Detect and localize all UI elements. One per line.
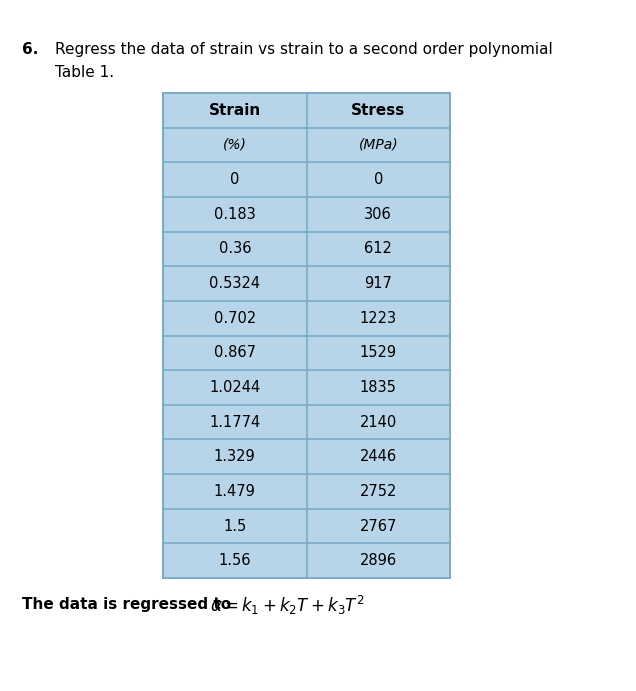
Text: 612: 612: [364, 241, 392, 256]
Text: 1.329: 1.329: [214, 449, 256, 464]
Text: 2896: 2896: [360, 553, 397, 568]
Text: 0.183: 0.183: [214, 207, 256, 222]
Text: 0: 0: [230, 172, 239, 187]
Text: 2767: 2767: [359, 518, 397, 533]
Text: Stress: Stress: [351, 103, 405, 118]
Text: 1223: 1223: [360, 311, 397, 325]
Text: 1.479: 1.479: [214, 484, 256, 499]
Text: (MPa): (MPa): [359, 138, 398, 152]
Text: 0.36: 0.36: [219, 241, 251, 256]
Text: 917: 917: [364, 276, 392, 291]
Text: 2140: 2140: [359, 415, 397, 430]
Text: The data is regressed to: The data is regressed to: [22, 598, 231, 612]
Text: 1529: 1529: [360, 346, 397, 360]
Text: 2752: 2752: [359, 484, 397, 499]
Text: 1.1774: 1.1774: [209, 415, 260, 430]
Text: 0.867: 0.867: [214, 346, 256, 360]
Text: 1.5: 1.5: [223, 518, 246, 533]
Text: 0.5324: 0.5324: [209, 276, 260, 291]
Text: 1835: 1835: [360, 380, 397, 395]
Text: 306: 306: [364, 207, 392, 222]
Text: (%): (%): [223, 138, 247, 152]
Text: 0.702: 0.702: [214, 311, 256, 325]
Text: Table 1.: Table 1.: [55, 65, 114, 80]
Text: 2446: 2446: [360, 449, 397, 464]
Text: 6.: 6.: [22, 42, 38, 57]
Text: 1.56: 1.56: [219, 553, 251, 568]
Text: Regress the data of strain vs strain to a second order polynomial: Regress the data of strain vs strain to …: [55, 42, 553, 57]
Text: 0: 0: [373, 172, 383, 187]
Text: 1.0244: 1.0244: [209, 380, 260, 395]
Text: Strain: Strain: [209, 103, 261, 118]
Text: $\alpha = k_1 + k_2T + k_3T^2$: $\alpha = k_1 + k_2T + k_3T^2$: [210, 594, 364, 616]
Bar: [163, 93, 450, 578]
